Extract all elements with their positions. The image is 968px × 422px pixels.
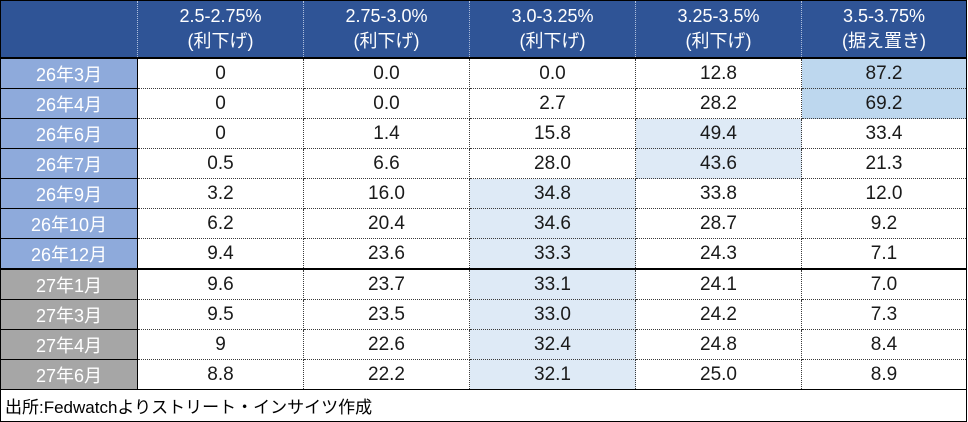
prob-cell: 8.4: [801, 329, 967, 360]
column-header-range: 3.5-3.75%: [842, 5, 926, 26]
row-label: 26年6月: [0, 118, 138, 149]
row-label: 27年3月: [0, 299, 138, 330]
prob-cell: 9: [137, 329, 304, 360]
column-header-range: 3.25-3.5%: [677, 5, 760, 26]
prob-cell: 0.0: [469, 58, 636, 89]
prob-cell: 21.3: [801, 148, 967, 179]
column-header-range: 2.75-3.0%: [345, 5, 428, 26]
prob-cell: 69.2: [801, 88, 967, 119]
table-row: 27年3月 9.5 23.5 33.0 24.2 7.3: [0, 299, 967, 330]
row-label: 27年6月: [0, 359, 138, 390]
prob-cell: 33.3: [469, 238, 636, 270]
prob-cell: 7.3: [801, 299, 967, 330]
table-row: 26年3月 0 0.0 0.0 12.8 87.2: [0, 58, 967, 89]
prob-cell: 9.2: [801, 208, 967, 239]
prob-cell: 23.5: [303, 299, 470, 330]
prob-cell: 32.1: [469, 359, 636, 390]
prob-cell: 12.8: [635, 58, 802, 89]
prob-cell: 23.7: [303, 268, 470, 300]
prob-cell: 32.4: [469, 329, 636, 360]
column-header-note: (据え置き): [842, 31, 926, 51]
table-row: 26年10月 6.2 20.4 34.6 28.7 9.2: [0, 208, 967, 239]
prob-cell: 24.1: [635, 268, 802, 300]
table-body: 26年3月 0 0.0 0.0 12.8 87.2 26年4月 0 0.0 2.7 28.2 69.2…: [0, 58, 967, 390]
prob-cell: 49.4: [635, 118, 802, 149]
column-header-note: (利下げ): [685, 31, 752, 51]
row-label: 26年4月: [0, 88, 138, 119]
row-label: 26年9月: [0, 178, 138, 209]
prob-cell: 0.5: [137, 148, 304, 179]
prob-cell: 22.2: [303, 359, 470, 390]
table-row: 26年7月 0.5 6.6 28.0 43.6 21.3: [0, 148, 967, 179]
table-row: 27年1月 9.6 23.7 33.1 24.1 7.0: [0, 268, 967, 300]
prob-cell: 6.6: [303, 148, 470, 179]
column-header-note: (利下げ): [353, 31, 420, 51]
column-header-range: 2.5-2.75%: [179, 5, 262, 26]
row-label: 26年10月: [0, 208, 138, 239]
source-row: 出所:Fedwatchよりストリート・インサイツ作成: [0, 389, 967, 422]
column-header: 3.5-3.75% (据え置き): [801, 0, 967, 59]
prob-cell: 22.6: [303, 329, 470, 360]
header-row: 2.5-2.75% (利下げ) 2.75-3.0% (利下げ) 3.0-3.25% (利下…: [0, 0, 967, 59]
prob-cell: 2.7: [469, 88, 636, 119]
prob-cell: 20.4: [303, 208, 470, 239]
prob-cell: 33.1: [469, 268, 636, 300]
prob-cell: 34.6: [469, 208, 636, 239]
prob-cell: 1.4: [303, 118, 470, 149]
column-header: 2.5-2.75% (利下げ): [137, 0, 304, 59]
prob-cell: 28.0: [469, 148, 636, 179]
prob-cell: 16.0: [303, 178, 470, 209]
prob-cell: 15.8: [469, 118, 636, 149]
prob-cell: 25.0: [635, 359, 802, 390]
row-label: 27年1月: [0, 268, 138, 300]
source-note: 出所:Fedwatchよりストリート・インサイツ作成: [0, 389, 967, 422]
column-header: 2.75-3.0% (利下げ): [303, 0, 470, 59]
prob-cell: 7.0: [801, 268, 967, 300]
prob-cell: 0: [137, 118, 304, 149]
table-row: 26年6月 0 1.4 15.8 49.4 33.4: [0, 118, 967, 149]
prob-cell: 0.0: [303, 58, 470, 89]
prob-cell: 28.2: [635, 88, 802, 119]
column-header: 3.0-3.25% (利下げ): [469, 0, 636, 59]
column-header-note: (利下げ): [519, 31, 586, 51]
prob-cell: 0.0: [303, 88, 470, 119]
prob-cell: 87.2: [801, 58, 967, 89]
column-header-note: (利下げ): [187, 31, 254, 51]
prob-cell: 12.0: [801, 178, 967, 209]
prob-cell: 0: [137, 88, 304, 119]
prob-cell: 0: [137, 58, 304, 89]
row-label: 27年4月: [0, 329, 138, 360]
prob-cell: 9.6: [137, 268, 304, 300]
table-row: 27年4月 9 22.6 32.4 24.8 8.4: [0, 329, 967, 360]
prob-cell: 43.6: [635, 148, 802, 179]
column-header: 3.25-3.5% (利下げ): [635, 0, 802, 59]
prob-cell: 8.9: [801, 359, 967, 390]
prob-cell: 8.8: [137, 359, 304, 390]
prob-cell: 7.1: [801, 238, 967, 270]
prob-cell: 28.7: [635, 208, 802, 239]
table-row: 26年12月 9.4 23.6 33.3 24.3 7.1: [0, 238, 967, 270]
table-row: 27年6月 8.8 22.2 32.1 25.0 8.9: [0, 359, 967, 390]
table-row: 26年4月 0 0.0 2.7 28.2 69.2: [0, 88, 967, 119]
table-row: 26年9月 3.2 16.0 34.8 33.8 12.0: [0, 178, 967, 209]
corner-cell: [0, 0, 138, 59]
prob-cell: 6.2: [137, 208, 304, 239]
prob-cell: 24.2: [635, 299, 802, 330]
column-header-range: 3.0-3.25%: [511, 5, 594, 26]
prob-cell: 33.4: [801, 118, 967, 149]
row-label: 26年3月: [0, 58, 138, 89]
prob-cell: 9.4: [137, 238, 304, 270]
row-label: 26年7月: [0, 148, 138, 179]
prob-cell: 24.3: [635, 238, 802, 270]
prob-cell: 34.8: [469, 178, 636, 209]
prob-cell: 33.0: [469, 299, 636, 330]
prob-cell: 3.2: [137, 178, 304, 209]
row-label: 26年12月: [0, 238, 138, 270]
prob-cell: 24.8: [635, 329, 802, 360]
prob-cell: 33.8: [635, 178, 802, 209]
prob-cell: 23.6: [303, 238, 470, 270]
prob-cell: 9.5: [137, 299, 304, 330]
